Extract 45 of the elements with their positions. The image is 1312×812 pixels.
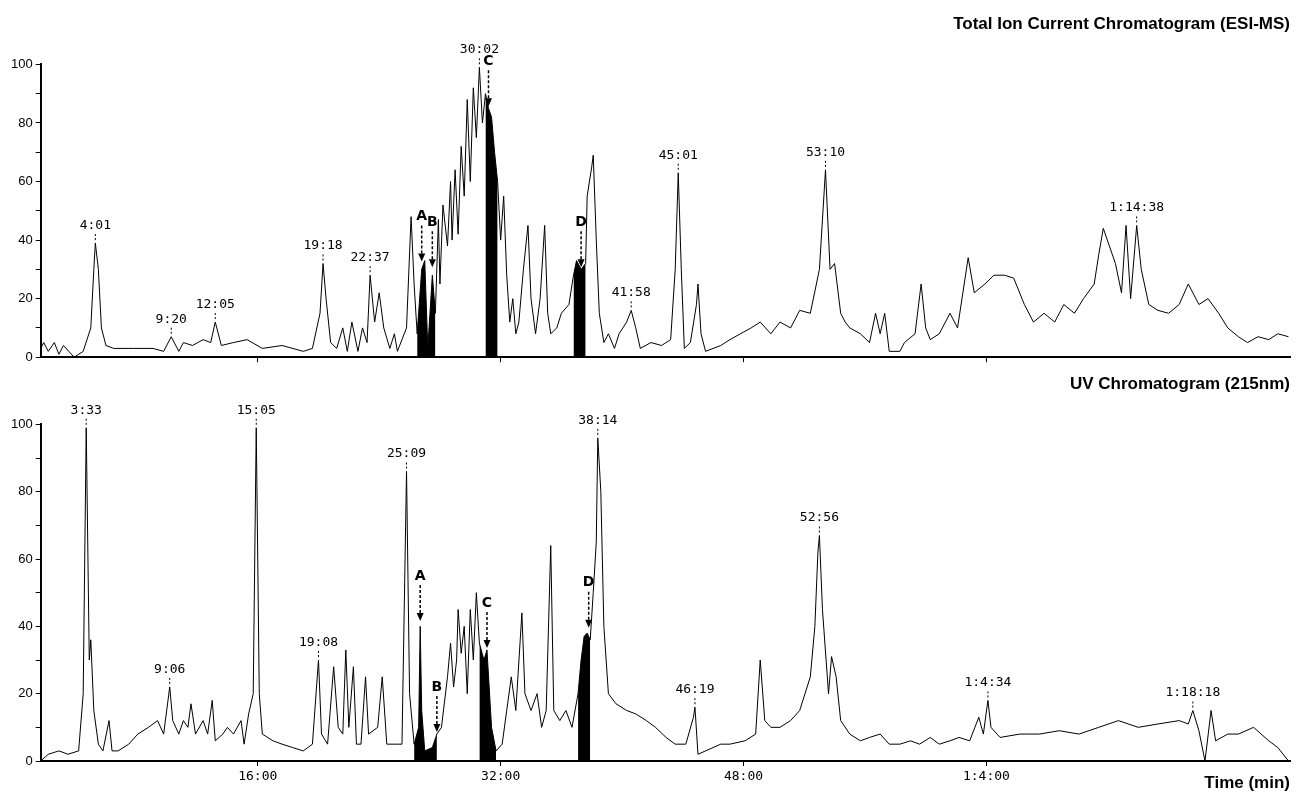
annotation: 12:05 — [195, 295, 235, 311]
annotation: 4:01 — [79, 216, 111, 232]
annotation: 52:56 — [799, 509, 839, 525]
y-tick-label: 100 — [10, 55, 33, 71]
annotation: 1:14:38 — [1109, 199, 1165, 215]
annotation: 19:18 — [303, 237, 343, 253]
annotation: 38:14 — [578, 411, 618, 427]
x-tick-label: 32:00 — [481, 768, 521, 784]
annotation: 9:20 — [155, 310, 187, 326]
annotation: 1:18:18 — [1165, 684, 1221, 700]
annotation: 53:10 — [805, 143, 846, 159]
annotation: A — [416, 207, 428, 224]
y-tick-label: 40 — [18, 231, 33, 247]
x-tick-label: 1:4:00 — [962, 768, 1010, 784]
annotation: A — [414, 566, 426, 583]
y-tick-label: 20 — [18, 685, 33, 701]
y-tick-label: 80 — [18, 483, 33, 499]
y-tick-label: 100 — [10, 415, 33, 431]
annotation: 22:37 — [350, 249, 390, 265]
annotation: C — [481, 593, 493, 610]
annotation: 1:4:34 — [964, 674, 1012, 690]
annotation: D — [582, 573, 595, 590]
x-tick-label: 48:00 — [723, 768, 764, 784]
annotation: 9:06 — [154, 660, 186, 676]
annotation: B — [427, 213, 438, 229]
annotation: D — [575, 213, 587, 229]
y-tick-label: 0 — [25, 348, 33, 364]
y-tick-label: 0 — [25, 752, 33, 768]
annotation: 15:05 — [236, 401, 276, 417]
chart-title: UV Chromatogram (215nm) — [1069, 373, 1290, 393]
y-tick-label: 40 — [18, 617, 33, 633]
x-tick-label: 16:00 — [238, 768, 278, 784]
annotation: 19:08 — [298, 633, 339, 649]
chart-title: Total Ion Current Chromatogram (ESI-MS) — [953, 13, 1290, 33]
y-tick-label: 60 — [18, 173, 33, 189]
annotation: 41:58 — [611, 284, 651, 300]
annotation: 45:01 — [658, 146, 698, 162]
annotation: 3:33 — [70, 401, 102, 417]
y-tick-label: 20 — [18, 290, 33, 306]
annotation: 25:09 — [386, 445, 427, 461]
y-tick-label: 80 — [18, 114, 33, 130]
y-tick-label: 60 — [18, 550, 33, 566]
x-axis-title: Time (min) — [1204, 773, 1290, 793]
annotation: B — [431, 677, 443, 694]
annotation: 46:19 — [675, 681, 715, 697]
